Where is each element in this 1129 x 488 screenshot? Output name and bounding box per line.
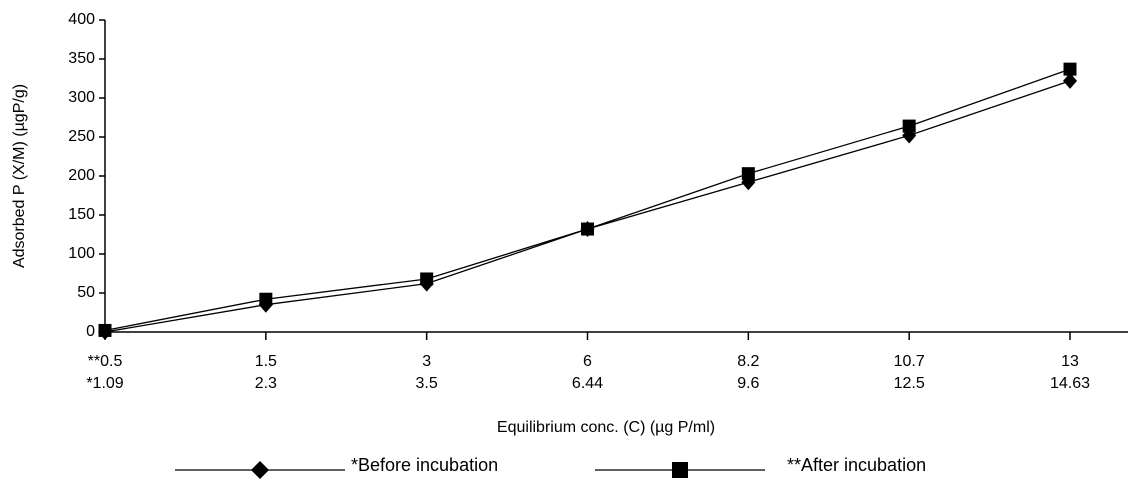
x-axis-title: Equilibrium conc. (C) (µg P/ml) (497, 419, 715, 436)
marker-square (581, 222, 594, 236)
y-tick-label: 150 (68, 206, 95, 223)
marker-square (902, 119, 916, 133)
marker-square (98, 323, 112, 337)
x-tick-label: **0.5 (88, 353, 123, 370)
x-tick-label: 6.44 (572, 375, 603, 392)
y-tick-label: 300 (68, 89, 95, 106)
y-axis-title: Adsorbed P (X/M) (µgP/g) (11, 84, 28, 268)
x-tick-label: 2.3 (255, 375, 277, 392)
x-tick-label: 13 (1061, 353, 1079, 370)
x-tick-label: 1.5 (255, 353, 277, 370)
marker-diamond (1063, 72, 1077, 89)
x-tick-label: 6 (583, 353, 592, 370)
y-tick-label: 50 (77, 284, 95, 301)
y-tick-label: 200 (68, 167, 95, 184)
legend-label: *Before incubation (351, 455, 498, 475)
x-tick-label: 8.2 (737, 353, 759, 370)
legend-marker (251, 461, 269, 479)
x-tick-label: 10.7 (894, 353, 925, 370)
marker-square (741, 167, 755, 181)
series-line (104, 68, 1071, 332)
marker-square (259, 292, 273, 306)
x-tick-label: 9.6 (737, 375, 759, 392)
x-tick-label: 14.63 (1050, 375, 1090, 392)
x-tick-label: *1.09 (86, 375, 123, 392)
marker-square (1063, 62, 1077, 76)
y-tick-label: 350 (68, 50, 95, 67)
y-tick-label: 100 (68, 245, 95, 262)
y-tick-label: 0 (86, 323, 95, 340)
legend-marker (672, 462, 688, 478)
marker-square (420, 272, 434, 286)
y-tick-label: 400 (68, 11, 95, 28)
y-tick-label: 250 (68, 128, 95, 145)
x-tick-label: 12.5 (894, 375, 925, 392)
x-tick-label: 3.5 (416, 375, 438, 392)
legend-label: **After incubation (787, 455, 926, 475)
series-line (104, 80, 1071, 333)
x-tick-label: 3 (422, 353, 431, 370)
